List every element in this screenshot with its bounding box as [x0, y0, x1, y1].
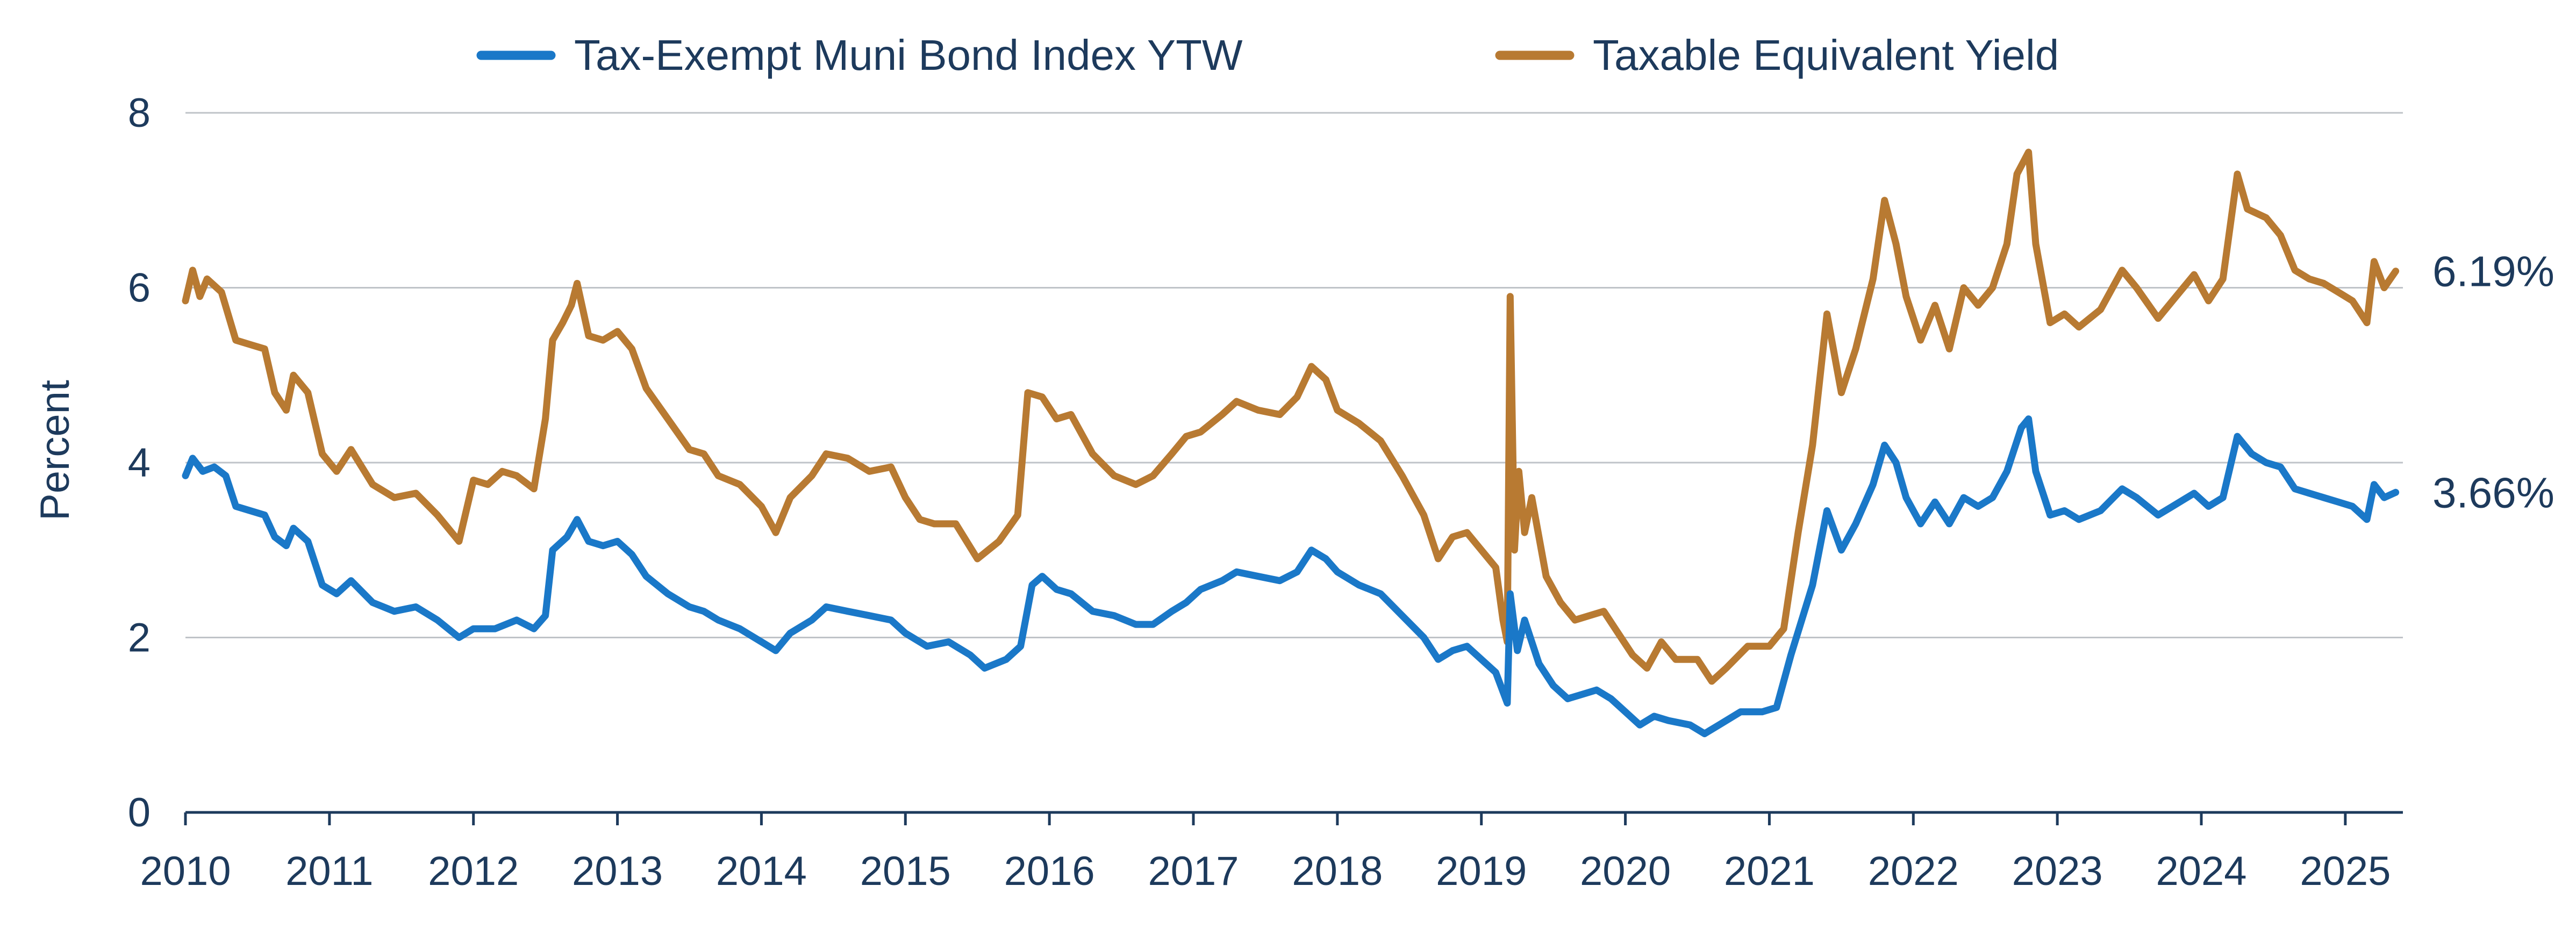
series-line-taxable-equivalent — [182, 148, 2400, 685]
x-tick-label: 2018 — [1292, 848, 1383, 894]
y-tick-label: 2 — [128, 615, 151, 661]
end-label-taxable-equivalent: 6.19% — [2432, 248, 2554, 296]
legend: Tax-Exempt Muni Bond Index YTW Taxable E… — [476, 31, 2059, 79]
x-tick-label: 2015 — [860, 848, 951, 894]
y-tick-labels: 0 2 4 6 8 — [128, 90, 151, 836]
y-tick-label: 4 — [128, 440, 151, 486]
y-gridlines — [185, 112, 2403, 638]
x-tick-label: 2020 — [1580, 848, 1671, 894]
x-tick-label: 2025 — [2300, 848, 2391, 894]
x-tick-label: 2012 — [428, 848, 519, 894]
y-tick-label: 8 — [128, 90, 151, 136]
x-tick-label: 2010 — [140, 848, 231, 894]
x-tick-label: 2023 — [2012, 848, 2103, 894]
series-lines — [182, 148, 2400, 737]
x-tick-label: 2021 — [1724, 848, 1815, 894]
x-tick-label: 2011 — [285, 848, 373, 894]
x-tick-label: 2016 — [1004, 848, 1095, 894]
x-tick-label: 2017 — [1148, 848, 1239, 894]
legend-label-taxable-equivalent: Taxable Equivalent Yield — [1593, 31, 2059, 79]
x-tick-label: 2013 — [572, 848, 663, 894]
x-axis-ticks: 2010 2011 2012 2013 2014 2015 2016 2017 2018 2019… — [140, 812, 2391, 894]
series-line-muni-ytw — [182, 415, 2400, 737]
y-tick-label: 6 — [128, 265, 151, 311]
x-tick-label: 2019 — [1436, 848, 1527, 894]
y-axis-label: Percent — [32, 380, 78, 521]
x-tick-label: 2024 — [2156, 848, 2246, 894]
legend-label-muni-ytw: Tax-Exempt Muni Bond Index YTW — [574, 31, 1243, 79]
y-tick-label: 0 — [128, 790, 151, 836]
x-tick-label: 2022 — [1868, 848, 1959, 894]
x-tick-label: 2014 — [716, 848, 807, 894]
end-label-muni-ytw: 3.66% — [2432, 469, 2554, 516]
